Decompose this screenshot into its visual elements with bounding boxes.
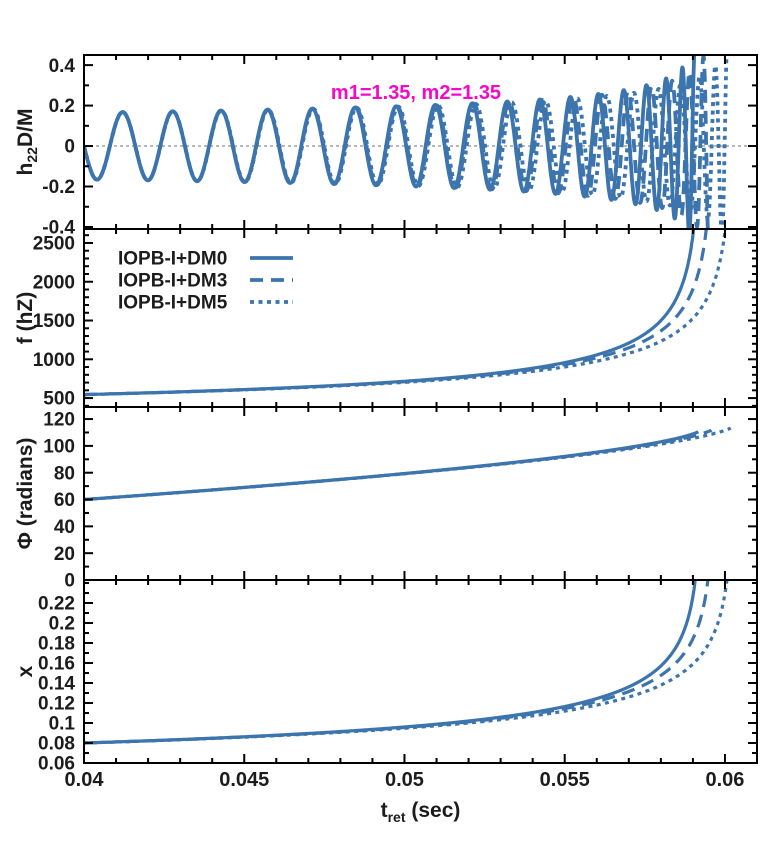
y-axis-label-phase: Φ (radians)	[14, 438, 37, 550]
curve-iopb-i-dm3	[84, 580, 710, 745]
y-tick-label: 0.08	[38, 734, 75, 755]
y-tick-label: 120	[43, 410, 75, 431]
y-tick-label: 100	[43, 437, 75, 458]
y-tick-label: 0.14	[38, 674, 75, 695]
x-axis: 0.04 0.045 0.05 0.055 0.06 tret (sec)	[65, 769, 745, 825]
x-tick-label: 0.055	[540, 769, 590, 791]
y-tick-label: 0.4	[49, 56, 76, 77]
y-tick-label: 500	[43, 389, 75, 410]
y-tick-label: 0	[64, 571, 75, 592]
panel-frame	[83, 579, 758, 764]
y-tick-label: 0.22	[38, 594, 75, 615]
panel-phase: 0 20 40 60 80 100 120 Φ (radians)	[14, 406, 758, 592]
curve-iopb-i-dm3	[84, 428, 713, 502]
y-tick-label: 80	[54, 463, 75, 484]
panel-x-parameter: 0.060.080.10.120.140.160.180.20.22 x	[14, 579, 758, 775]
panel-waveform: -0.4 -0.2 0 0.2 0.4 h22D/M m1=1.35, m2=1.35	[14, 54, 758, 239]
y-tick-label: 0.16	[38, 654, 75, 675]
x-tick-label: 0.04	[65, 769, 105, 791]
y-tick-label: 1000	[33, 350, 75, 371]
curve-iopb-i-dm5	[84, 426, 732, 502]
y-axis-label-frequency: f (hZ)	[14, 292, 37, 344]
legend-label: IOPB-I+DM3	[118, 271, 227, 292]
legend-item: IOPB-I+DM3	[118, 271, 293, 292]
curve-iopb-i-dm5	[84, 55, 729, 229]
x-tick-label: 0.045	[219, 769, 269, 791]
curve-iopb-i-dm0	[84, 430, 700, 502]
tick-marks	[83, 580, 757, 764]
y-tick-label: 60	[54, 490, 75, 511]
y-tick-label: 0.2	[49, 614, 75, 635]
curve-iopb-i-dm5	[84, 580, 729, 745]
legend-item: IOPB-I+DM0	[118, 249, 293, 270]
y-tick-label: 2000	[33, 272, 75, 293]
legend-label: IOPB-I+DM0	[118, 249, 227, 270]
tick-marks	[83, 407, 757, 581]
mass-annotation: m1=1.35, m2=1.35	[331, 82, 501, 104]
y-tick-label: -0.4	[42, 218, 75, 239]
legend-label: IOPB-I+DM5	[118, 293, 228, 314]
y-tick-label: 20	[54, 544, 75, 565]
y-axis-label-x-parameter: x	[14, 665, 37, 677]
curve-iopb-i-dm0	[84, 580, 697, 745]
tick-marks	[83, 229, 757, 407]
y-tick-label: 0.2	[49, 96, 75, 117]
x-tick-label: 0.05	[385, 769, 424, 791]
y-tick-label: 0.12	[38, 694, 75, 715]
y-tick-label: 0.18	[38, 634, 75, 655]
y-tick-label: 2500	[33, 234, 75, 255]
y-tick-label: 0.06	[38, 754, 75, 775]
x-axis-label: tret (sec)	[381, 799, 461, 825]
y-tick-label: 1500	[33, 311, 75, 332]
y-axis-label-waveform: h22D/M	[14, 109, 40, 176]
x-tick-label: 0.06	[705, 769, 744, 791]
y-tick-label: 0.1	[49, 714, 76, 735]
y-tick-label: 40	[54, 517, 75, 538]
curve-iopb-i-dm5	[84, 229, 727, 397]
legend-item: IOPB-I+DM5	[118, 293, 293, 314]
y-tick-label: 0	[64, 137, 75, 158]
y-tick-label: -0.2	[42, 177, 75, 198]
